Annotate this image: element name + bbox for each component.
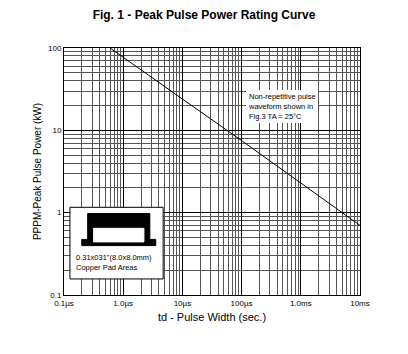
svg-text:100: 100 [48, 44, 62, 53]
svg-text:10ms: 10ms [350, 299, 370, 308]
svg-text:100µs: 100µs [231, 299, 253, 308]
svg-text:10: 10 [52, 126, 61, 135]
svg-text:Fig. 1 - Peak Pulse Power Rati: Fig. 1 - Peak Pulse Power Rating Curve [93, 8, 316, 22]
svg-text:td - Pulse Width (sec.): td - Pulse Width (sec.) [158, 311, 266, 323]
svg-text:10µs: 10µs [174, 299, 192, 308]
svg-text:0.1: 0.1 [50, 291, 62, 300]
svg-text:PPPM-Peak Pulse Power (kW): PPPM-Peak Pulse Power (kW) [32, 103, 43, 240]
svg-text:0.1µs: 0.1µs [54, 299, 74, 308]
svg-text:1.0ms: 1.0ms [290, 299, 312, 308]
svg-text:0.31x031"(8.0x8.0mm)Copper Pad: 0.31x031"(8.0x8.0mm)Copper Pad Areas [76, 253, 152, 272]
svg-text:Non-repetitive pulsewaveform s: Non-repetitive pulsewaveform shown inFig… [248, 92, 316, 121]
svg-text:1.0µs: 1.0µs [113, 299, 133, 308]
svg-text:1: 1 [57, 208, 62, 217]
